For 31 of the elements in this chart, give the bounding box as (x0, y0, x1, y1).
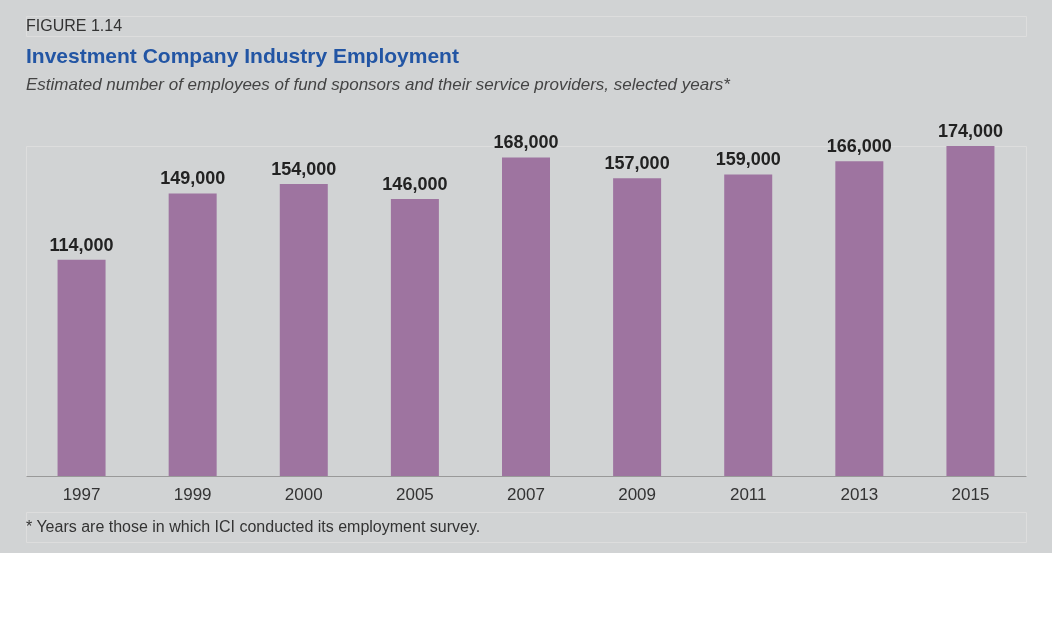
bar (502, 157, 550, 476)
x-tick-label: 2015 (951, 484, 990, 504)
data-label: 168,000 (493, 132, 559, 153)
data-label: 146,000 (382, 174, 448, 195)
bar (279, 183, 328, 476)
x-tick-label: 2009 (618, 484, 657, 504)
data-label: 114,000 (49, 234, 114, 255)
x-tick-label: 2007 (507, 484, 545, 504)
data-label: 157,000 (604, 153, 670, 174)
bar (613, 178, 662, 476)
bar (168, 193, 217, 476)
x-tick-label: 2005 (395, 484, 434, 504)
x-tick-label: 2011 (729, 484, 767, 504)
text: * Years are those in which ICI conducted its employment survey. (26, 518, 481, 535)
bar (57, 259, 106, 476)
data-label: 159,000 (715, 149, 781, 170)
x-tick-label: 2013 (840, 484, 879, 504)
chart-title: Investment Company Industry Employment (26, 44, 459, 67)
x-tick-label: 1999 (173, 484, 212, 504)
data-label: 166,000 (826, 136, 892, 157)
data-label: 149,000 (160, 168, 226, 189)
bar (946, 146, 995, 476)
x-tick-label: 1997 (62, 484, 101, 504)
chart-subtitle: Estimated number of employees of fund sponsors and their service providers, selected years* (26, 75, 732, 94)
bar (835, 161, 884, 476)
data-label: 154,000 (271, 158, 337, 179)
caption: FIGURE 1.14 (26, 17, 123, 34)
x-tick-label: 2000 (284, 484, 323, 504)
bar (390, 199, 439, 476)
data-label: 174,000 (937, 121, 1003, 141)
bar (724, 174, 773, 476)
